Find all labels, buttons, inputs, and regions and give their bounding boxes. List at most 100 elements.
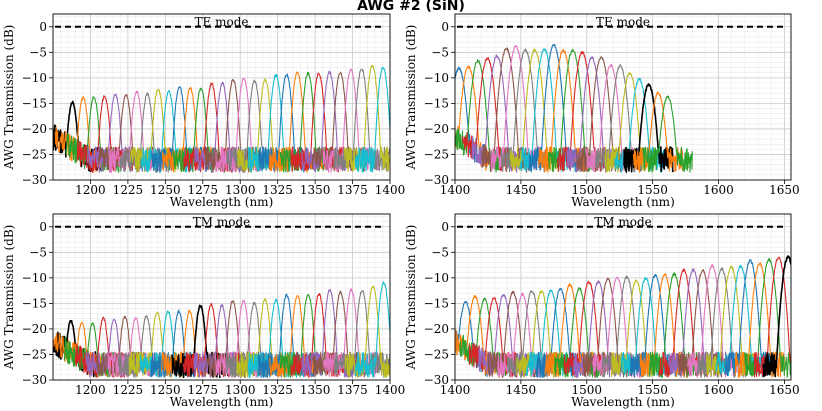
y-tick-label: −10 [22,271,47,285]
y-tick-label: −20 [424,122,449,136]
y-axis-label: AWG Transmission (dB) [404,25,418,171]
channel-trace [74,316,132,378]
x-tick-label: 1600 [703,183,734,197]
x-axis-label: Wavelength (nm) [571,195,675,209]
panel-title: TE mode [195,15,249,29]
y-tick-label: −20 [22,122,47,136]
y-tick-label: −15 [22,96,47,110]
x-tick-label: 1350 [300,383,331,397]
y-tick-label: 0 [39,20,47,34]
y-tick-label: 0 [441,20,449,34]
channel-spectra [455,43,693,173]
y-tick-label: −5 [29,245,47,259]
x-tick-label: 1550 [637,183,668,197]
plot-frame [454,13,792,181]
channel-trace [601,275,653,378]
channel-trace [715,264,766,376]
x-tick-label: 1400 [375,383,406,397]
channel-spectra [53,64,390,173]
channel-spectra [455,255,791,378]
x-tick-label: 1450 [506,383,537,397]
y-tick-label: −30 [22,373,47,387]
highlighted-channel-trace [762,255,791,378]
y-tick-label: −5 [431,245,449,259]
channel-trace [107,317,165,378]
y-tick-label: −30 [22,173,47,187]
channel-trace [743,258,791,378]
x-tick-label: 1300 [225,383,256,397]
x-tick-label: 1400 [440,383,471,397]
x-tick-label: 1550 [637,383,668,397]
channel-trace [322,68,380,173]
x-tick-label: 1375 [337,383,368,397]
y-tick-label: −25 [22,147,47,161]
channel-trace [343,64,390,173]
y-tick-label: −15 [424,296,449,310]
channel-trace [632,91,684,173]
panel-title: TE mode [596,15,650,29]
y-tick-label: −5 [29,45,47,59]
y-tick-label: −15 [22,296,47,310]
x-tick-label: 1650 [769,383,800,397]
x-tick-label: 1200 [75,183,106,197]
x-tick-label: 1400 [440,183,471,197]
channel-trace [354,66,390,173]
panel-title: TM mode [193,215,251,229]
y-tick-label: 0 [441,220,449,234]
x-tick-label: 1500 [571,383,602,397]
x-tick-label: 1600 [703,383,734,397]
y-tick-label: −25 [424,147,449,161]
channel-trace [668,268,719,378]
x-tick-label: 1325 [262,183,293,197]
y-tick-label: −30 [424,173,449,187]
channel-trace [642,95,693,173]
panel-title: TM mode [594,215,652,229]
channel-trace [128,311,186,378]
y-tick-label: −15 [424,96,449,110]
x-tick-label: 1350 [300,183,331,197]
highlighted-channel-trace [623,83,675,173]
y-axis-label: AWG Transmission (dB) [404,225,418,371]
x-tick-label: 1275 [188,183,219,197]
y-tick-label: −20 [424,322,449,336]
y-axis-label: AWG Transmission (dB) [2,25,16,171]
y-tick-label: 0 [39,220,47,234]
y-tick-label: −25 [424,347,449,361]
channel-trace [592,276,643,378]
channel-trace [333,68,390,172]
channel-trace [544,283,596,378]
y-tick-label: −10 [424,271,449,285]
y-tick-label: −10 [22,71,47,85]
x-tick-label: 1250 [150,383,181,397]
channel-trace [547,48,599,173]
channel-trace [753,256,791,378]
channel-trace [497,292,548,378]
channel-trace [322,288,380,378]
x-tick-label: 1500 [571,183,602,197]
x-tick-label: 1275 [188,383,219,397]
x-tick-label: 1300 [225,183,256,197]
channel-trace [63,322,122,378]
channel-spectra [53,281,390,379]
x-tick-label: 1250 [150,183,181,197]
plot-frame [454,213,792,381]
x-tick-label: 1225 [113,183,144,197]
y-tick-label: −20 [22,322,47,336]
x-tick-label: 1375 [337,183,368,197]
x-axis-label: Wavelength (nm) [571,395,675,409]
x-axis-label: Wavelength (nm) [170,195,274,209]
plot-frame [52,213,391,381]
x-tick-label: 1450 [506,183,537,197]
channel-trace [658,268,709,378]
y-tick-label: −25 [22,347,47,361]
channel-trace [290,292,348,378]
x-tick-label: 1225 [113,383,144,397]
x-tick-label: 1400 [375,183,406,197]
x-tick-label: 1325 [262,383,293,397]
y-tick-label: −30 [424,373,449,387]
y-axis-label: AWG Transmission (dB) [2,225,16,371]
